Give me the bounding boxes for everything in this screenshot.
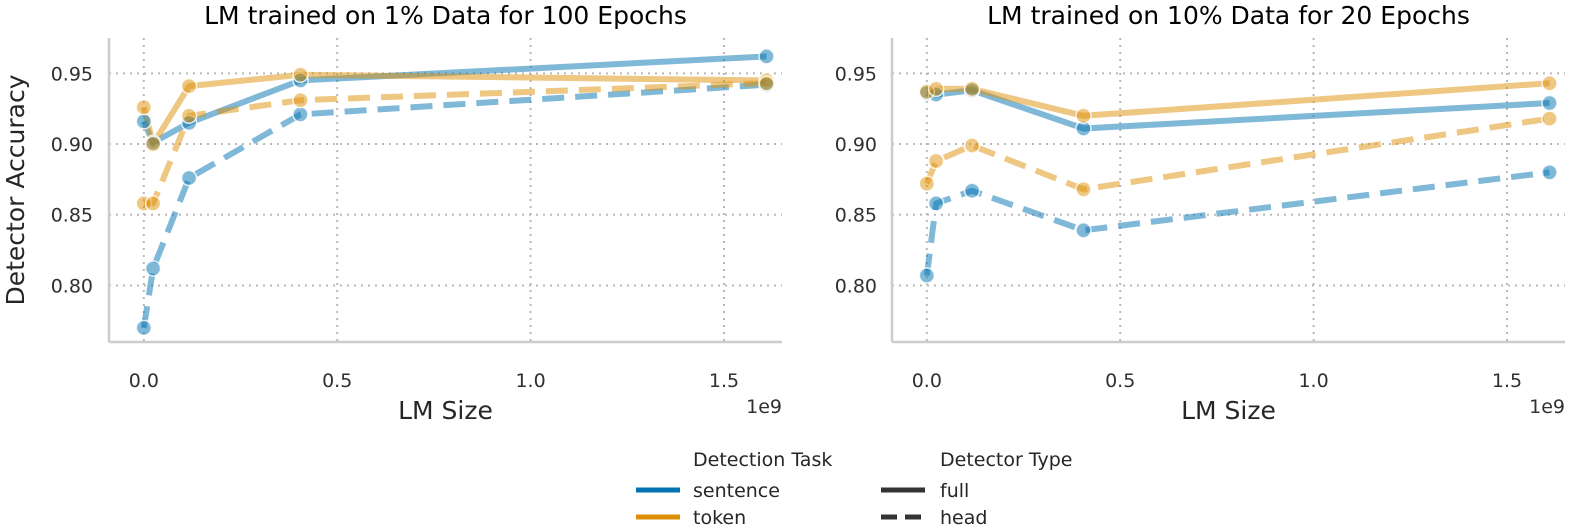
data-point-token-head	[963, 137, 981, 154]
data-point-token-head	[180, 107, 198, 125]
x-tick-label: 0.0	[912, 370, 942, 392]
data-point-sentence-full	[758, 48, 775, 65]
chart-title: LM trained on 10% Data for 20 Epochs	[987, 1, 1470, 30]
y-tick-label: 0.95	[835, 63, 877, 85]
data-point-token-head	[292, 91, 309, 109]
data-point-sentence-head	[1541, 164, 1558, 181]
data-point-sentence-head	[1075, 222, 1092, 239]
x-axis-label: LM Size	[1181, 396, 1276, 425]
chart-left: 0.0 0.5 1.0 1.5 0.80 0.85 0.90 0.95 LM trained o…	[1, 1, 782, 425]
data-point-sentence-head	[963, 182, 981, 199]
y-tick-label: 0.80	[51, 275, 93, 297]
x-axis-label: LM Size	[398, 396, 493, 425]
data-point-token-head	[1541, 110, 1558, 127]
legend-title-detection-task: Detection Task	[693, 449, 832, 471]
data-point-token-head	[1075, 181, 1092, 198]
y-tick-label: 0.85	[51, 205, 93, 227]
data-point-token-head	[918, 175, 936, 192]
series-line-token-head	[924, 115, 1550, 193]
data-point-token-full	[292, 66, 309, 84]
data-point-sentence-head	[144, 260, 162, 277]
data-point-token-head	[144, 195, 162, 212]
x-offset-label: 1e9	[746, 396, 782, 418]
y-tick-label: 0.90	[835, 134, 877, 156]
data-point-token-full	[144, 135, 162, 153]
data-point-sentence-head	[135, 319, 153, 337]
x-offset-label: 1e9	[1529, 396, 1565, 418]
series-line-token-head	[143, 80, 767, 207]
x-tick-label: 1.5	[709, 370, 739, 392]
legend-label-full: full	[940, 480, 969, 502]
data-point-sentence-full	[135, 113, 153, 130]
data-point-sentence-head	[918, 267, 936, 284]
x-tick-label: 0.0	[129, 370, 159, 392]
y-tick-label: 0.95	[51, 63, 93, 85]
series-line-sentence-full	[141, 53, 767, 146]
legend-label-head: head	[940, 507, 987, 529]
data-point-token-full	[1541, 74, 1558, 92]
x-tick-label: 1.0	[1298, 370, 1328, 392]
series-line-sentence-head	[140, 81, 767, 329]
data-point-token-head	[758, 74, 775, 92]
legend-label-sentence: sentence	[693, 480, 780, 502]
data-point-token-full	[927, 80, 945, 98]
y-tick-label: 0.80	[835, 275, 877, 297]
data-point-sentence-head	[927, 195, 945, 212]
legend: Detection Task sentence token Detector T…	[636, 449, 1072, 529]
data-point-sentence-head	[180, 169, 198, 187]
legend-title-detector-type: Detector Type	[940, 449, 1072, 471]
data-point-token-full	[963, 80, 981, 98]
data-point-token-full	[180, 77, 198, 95]
y-tick-label: 0.85	[835, 205, 877, 227]
series-line-sentence-head	[923, 169, 1550, 276]
x-tick-label: 1.5	[1492, 370, 1522, 392]
data-point-sentence-head	[292, 106, 309, 123]
x-tick-label: 0.5	[1105, 370, 1135, 392]
legend-label-token: token	[693, 507, 746, 529]
x-tick-label: 0.5	[322, 370, 352, 392]
y-tick-label: 0.90	[51, 134, 93, 156]
y-axis-label: Detector Accuracy	[1, 74, 30, 305]
series-line-sentence-full	[926, 87, 1550, 132]
chart-title: LM trained on 1% Data for 100 Epochs	[204, 1, 687, 30]
x-tick-label: 1.0	[515, 370, 545, 392]
data-point-token-full	[1075, 107, 1092, 125]
chart-right: 0.0 0.5 1.0 1.5 0.80 0.85 0.90 0.95 LM trained o…	[835, 1, 1565, 425]
data-point-token-head	[927, 152, 945, 170]
data-point-sentence-full	[1541, 94, 1558, 112]
data-point-token-full	[135, 99, 153, 116]
